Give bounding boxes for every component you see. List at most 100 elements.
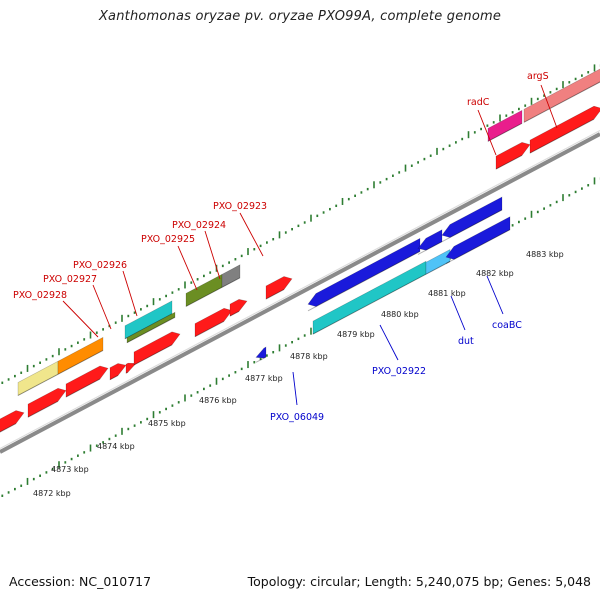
feature-red-1-edge bbox=[0, 423, 17, 433]
minor-tick bbox=[417, 161, 419, 164]
minor-tick bbox=[518, 107, 520, 111]
minor-tick bbox=[158, 298, 161, 301]
callout-line bbox=[379, 324, 399, 361]
scale-label: 4879 kbp bbox=[337, 330, 375, 339]
minor-tick bbox=[259, 244, 262, 248]
minor-tick bbox=[1, 381, 4, 384]
feature-radC bbox=[487, 109, 523, 142]
minor-tick bbox=[486, 124, 489, 127]
feature-red-2 bbox=[27, 387, 67, 418]
callout-line bbox=[292, 371, 298, 406]
feature-red-5 bbox=[125, 362, 137, 374]
minor-tick bbox=[303, 334, 306, 337]
minor-tick bbox=[505, 114, 508, 117]
minor-tick bbox=[259, 357, 262, 361]
minor-tick bbox=[77, 454, 79, 457]
minor-tick bbox=[83, 451, 86, 454]
genome-backbone bbox=[0, 132, 600, 454]
gene-label: coaBC bbox=[492, 320, 522, 331]
minor-tick bbox=[511, 111, 514, 114]
feature-coaBC-edge bbox=[445, 229, 511, 265]
minor-tick bbox=[272, 351, 275, 354]
minor-tick bbox=[568, 194, 571, 197]
minor-tick bbox=[581, 187, 583, 190]
feature-reverse-2-edge bbox=[417, 241, 443, 255]
minor-tick bbox=[171, 404, 174, 407]
minor-tick bbox=[461, 137, 464, 141]
minor-tick bbox=[95, 444, 98, 447]
minor-tick bbox=[140, 308, 142, 311]
minor-tick bbox=[127, 427, 130, 431]
callout-line bbox=[540, 84, 558, 129]
feature-red-8 bbox=[229, 299, 248, 317]
feature-red-8-edge bbox=[229, 310, 240, 317]
minor-tick bbox=[196, 391, 199, 394]
feature-red-2-edge bbox=[27, 400, 59, 418]
feature-pxo-02928-edge bbox=[17, 373, 59, 396]
feature-radC-edge bbox=[487, 122, 523, 142]
feature-pxo-02927-edge bbox=[57, 349, 104, 375]
feature-reverse-1 bbox=[307, 237, 421, 307]
minor-tick bbox=[492, 121, 495, 124]
feature-pxo-02924-edge bbox=[221, 277, 241, 288]
gene-label: PXO_06049 bbox=[270, 412, 324, 423]
feature-reverse-3-edge bbox=[441, 209, 503, 243]
minor-tick bbox=[543, 94, 545, 97]
callout-line bbox=[239, 212, 264, 257]
minor-tick bbox=[32, 477, 35, 481]
minor-tick bbox=[114, 321, 117, 324]
minor-tick bbox=[360, 191, 363, 194]
minor-tick bbox=[7, 378, 10, 381]
minor-tick bbox=[165, 294, 167, 298]
minor-tick bbox=[329, 207, 331, 211]
feature-dut bbox=[425, 249, 451, 275]
minor-tick bbox=[20, 371, 23, 374]
minor-tick bbox=[429, 154, 432, 157]
scale-label: 4873 kbp bbox=[51, 465, 89, 474]
minor-tick bbox=[385, 177, 388, 181]
minor-tick bbox=[555, 87, 558, 91]
minor-tick bbox=[266, 241, 268, 244]
callout-line bbox=[62, 300, 99, 338]
scale-label: 4881 kbp bbox=[428, 289, 466, 298]
feature-pxo-02927 bbox=[57, 336, 104, 375]
minor-tick bbox=[20, 484, 23, 487]
minor-tick bbox=[102, 328, 104, 331]
callout-line bbox=[122, 270, 138, 317]
scale-label: 4878 kbp bbox=[290, 352, 328, 361]
scale-label: 4882 kbp bbox=[476, 269, 514, 278]
minor-tick bbox=[568, 81, 571, 84]
feature-argS-edge bbox=[523, 81, 600, 123]
minor-tick bbox=[518, 220, 520, 224]
gene-label: argS bbox=[527, 71, 549, 82]
feature-pxo-06049 bbox=[255, 346, 267, 359]
minor-tick bbox=[95, 331, 98, 334]
scale-labels: 4872 kbp 4873 kbp 4874 kbp 4875 kbp 4876 kbp… bbox=[33, 250, 564, 498]
minor-tick bbox=[511, 224, 514, 227]
minor-tick bbox=[536, 97, 539, 101]
gene-label: PXO_02924 bbox=[172, 220, 226, 231]
scale-label: 4874 kbp bbox=[97, 442, 135, 451]
minor-tick bbox=[303, 221, 306, 224]
minor-tick bbox=[32, 364, 35, 368]
minor-tick bbox=[297, 224, 300, 228]
feature-red-7-edge bbox=[194, 320, 225, 338]
minor-tick bbox=[14, 374, 16, 378]
minor-tick bbox=[221, 377, 224, 381]
minor-tick bbox=[146, 417, 149, 421]
minor-tick bbox=[108, 437, 111, 441]
callout-line bbox=[477, 109, 497, 156]
feature-red-5-edge bbox=[125, 371, 129, 374]
gene-callouts: PXO_02928 PXO_02927 PXO_02926 PXO_02925 PXO_… bbox=[13, 71, 558, 423]
minor-tick bbox=[297, 337, 300, 341]
minor-tick bbox=[442, 147, 445, 151]
minor-tick bbox=[64, 461, 67, 464]
minor-tick bbox=[234, 258, 237, 261]
gene-label: radC bbox=[467, 97, 490, 108]
minor-tick bbox=[209, 271, 212, 274]
minor-tick bbox=[574, 190, 577, 194]
minor-tick bbox=[190, 281, 193, 284]
gene-label: PXO_02926 bbox=[73, 260, 127, 271]
gene-label: PXO_02923 bbox=[213, 201, 267, 212]
